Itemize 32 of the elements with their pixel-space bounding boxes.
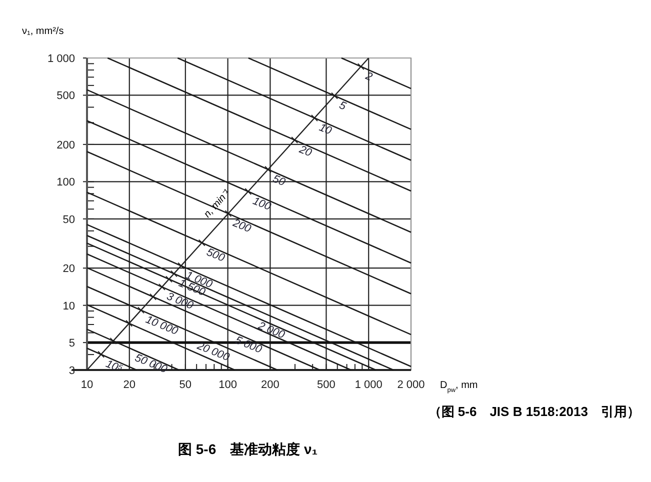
y-tick-label: 50 xyxy=(62,214,75,226)
x-tick-label: 200 xyxy=(261,379,280,391)
legend-label: 2 xyxy=(362,70,374,84)
x-tick-label: 100 xyxy=(218,379,237,391)
y-tick-label: 500 xyxy=(56,90,75,102)
y-tick-label: 5 xyxy=(68,338,75,350)
legend-label: 10 000 xyxy=(144,314,180,338)
legend-label: 10⁵ xyxy=(104,358,124,376)
x-tick-label: 20 xyxy=(123,379,136,391)
text: 20 000 xyxy=(194,340,232,364)
y-tick-label: 20 xyxy=(62,263,75,276)
y-tick-label: 1 000 xyxy=(47,53,75,65)
x-tick-label: 500 xyxy=(317,379,336,391)
legend-label: 100 xyxy=(251,195,274,214)
x-axis-title: D$_{pw}$, mm xyxy=(440,380,478,394)
text: 图 5-6 基准动粘度 ν₁ xyxy=(178,441,318,457)
y-axis-title: ν₁, mm²/s xyxy=(22,26,64,37)
y-tick-label: 10 xyxy=(62,300,75,312)
legend-label: 50 xyxy=(270,173,288,190)
legend-label: 5 xyxy=(337,99,348,114)
legend-label: 20 xyxy=(296,143,314,160)
legend-label: 500 xyxy=(204,246,228,265)
x-tick-label: 2 000 xyxy=(397,379,425,391)
y-tick-label: 200 xyxy=(56,139,75,152)
x-tick-label: 50 xyxy=(179,379,192,391)
legend-label: 200 xyxy=(230,216,254,236)
legend-label: 10 xyxy=(317,122,334,138)
y-tick-label: 100 xyxy=(56,176,75,189)
x-tick-label: 10 xyxy=(80,379,94,391)
text: 50 000 xyxy=(133,352,170,376)
text: （图 5-6 JIS B 1518:2013 引用） xyxy=(428,404,640,419)
x-tick-label: 1 000 xyxy=(354,379,382,391)
